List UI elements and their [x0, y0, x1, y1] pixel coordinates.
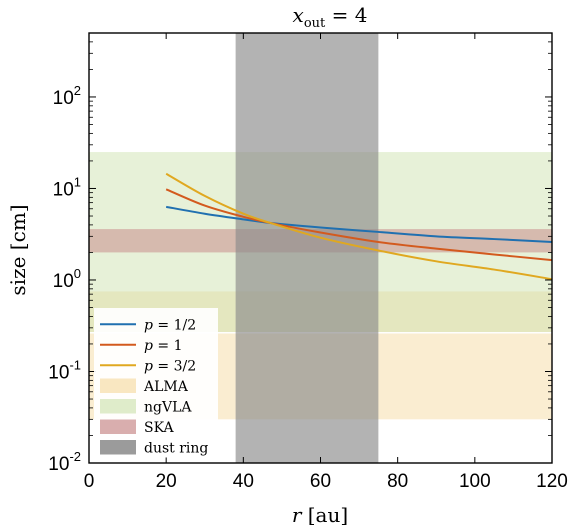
- x-tick-label: 0: [84, 471, 95, 492]
- x-axis-label-unit: [au]: [301, 503, 348, 527]
- series-line-2: [165, 188, 553, 262]
- legend-label-series-3: p = 3/2: [144, 358, 196, 374]
- legend-label-series-2: p = 1: [144, 338, 183, 354]
- legend-swatch-ngvla: [100, 399, 136, 414]
- title-rest: = 4: [325, 3, 367, 27]
- x-tick-label: 20: [156, 471, 177, 492]
- x-tick-label: 100: [459, 471, 491, 492]
- legend-label-ska: SKA: [144, 420, 174, 436]
- legend-label-series-1: p = 1/2: [144, 317, 196, 333]
- legend-swatch-alma: [100, 378, 136, 393]
- x-axis-label-var: r: [292, 503, 303, 527]
- legend-swatch-ska: [100, 419, 136, 434]
- y-tick-label: 100: [53, 266, 81, 292]
- series-line-1: [165, 205, 553, 244]
- y-tick-label: 10-2: [48, 449, 81, 475]
- dust-ring-band: [235, 33, 379, 463]
- legend: p = 1/2 p = 1 p = 3/2 ALMA ngVLA SKA dust ring: [94, 308, 218, 458]
- legend-label-ngvla: ngVLA: [144, 399, 192, 415]
- x-tick-label: 60: [310, 471, 331, 492]
- tick-layer: [88, 33, 553, 464]
- tick-label-layer: 0 20 40 60 80 100 120 10-2 10-1 100 101 102: [48, 83, 568, 492]
- series-line-3: [165, 172, 553, 281]
- x-tick-label: 120: [536, 471, 568, 492]
- x-axis-label: r [au]: [292, 503, 348, 527]
- title-base: x: [293, 3, 304, 27]
- y-tick-label: 101: [53, 174, 81, 200]
- dust-ring-layer: [235, 33, 379, 463]
- x-tick-label: 40: [233, 471, 254, 492]
- y-tick-label: 10-1: [48, 357, 81, 383]
- legend-swatch-dust-ring: [100, 440, 136, 455]
- legend-label-dust-ring: dust ring: [144, 440, 208, 456]
- legend-label-alma: ALMA: [143, 379, 189, 395]
- x-tick-label: 80: [387, 471, 408, 492]
- chart-title: xout = 4: [293, 3, 368, 31]
- y-tick-label: 102: [53, 83, 81, 109]
- y-axis-label: size [cm]: [6, 204, 30, 295]
- series-layer: [165, 172, 553, 281]
- title-sub: out: [304, 16, 326, 31]
